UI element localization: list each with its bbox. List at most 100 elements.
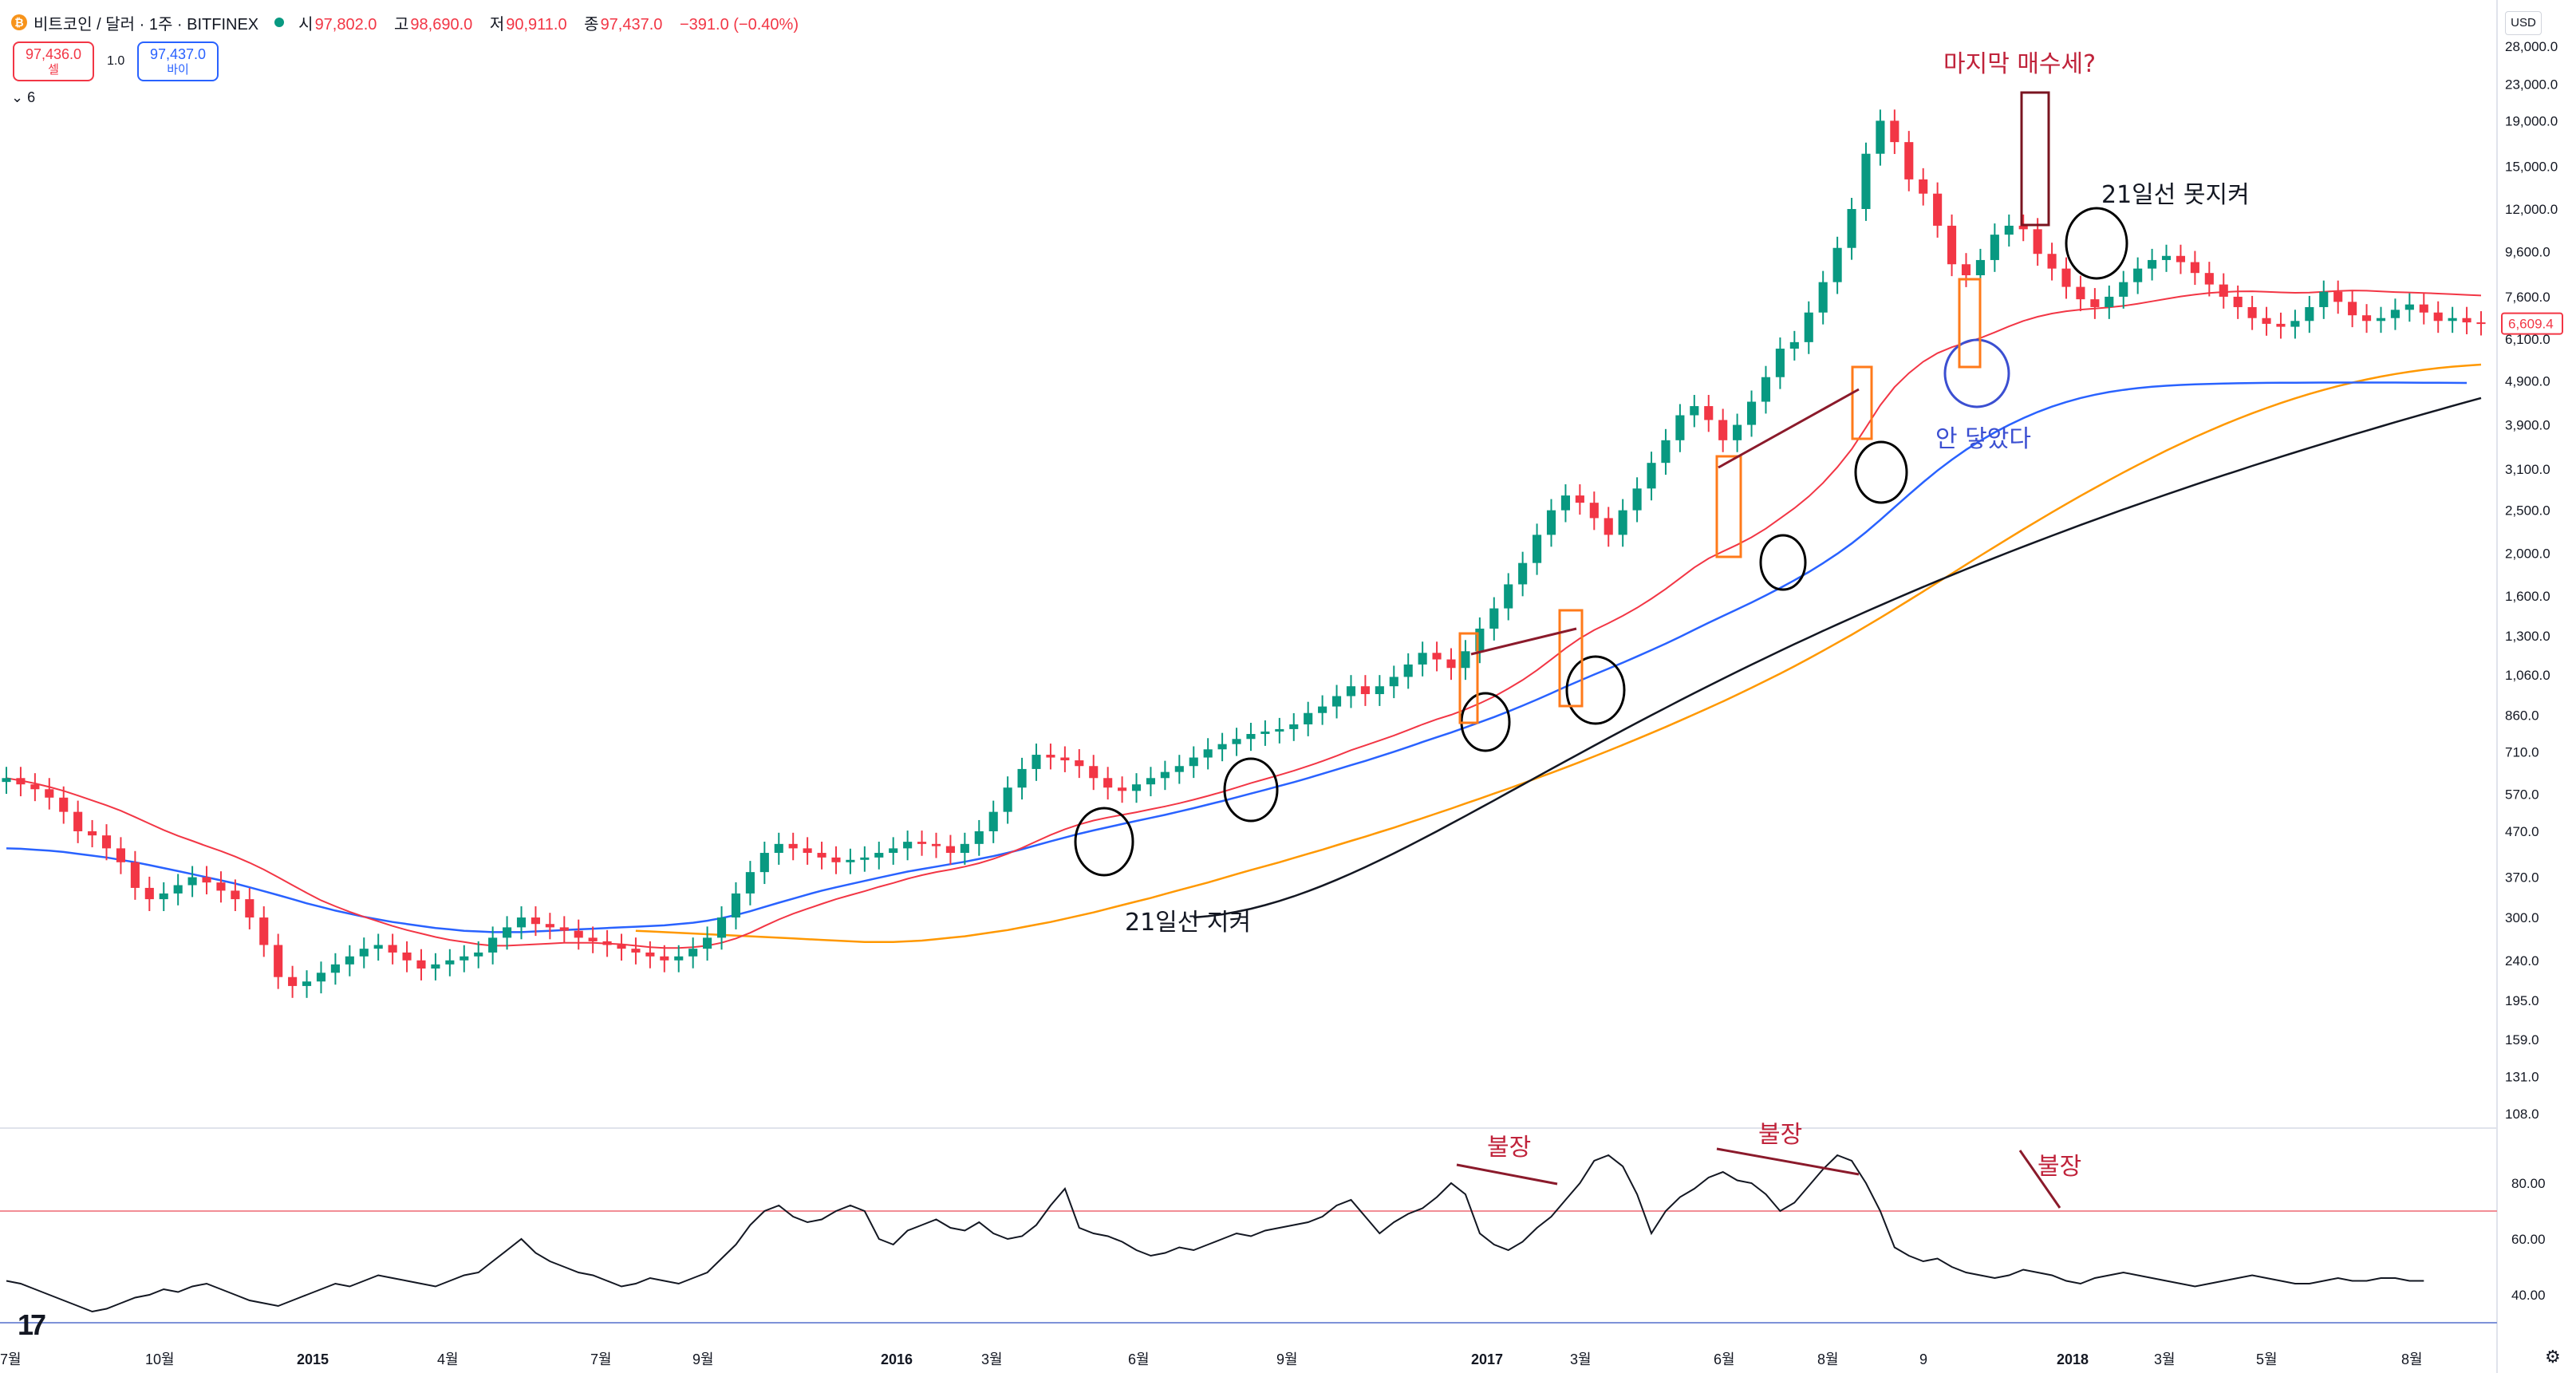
candle-body [774, 843, 783, 854]
bitcoin-icon: ₿ [11, 14, 27, 30]
candle-body [617, 945, 626, 949]
candle-body [2305, 306, 2314, 322]
x-tick-label: 2017 [1471, 1351, 1503, 1367]
sell-button[interactable]: 97,436.0 셀 [13, 41, 94, 81]
candle-body [1761, 377, 1771, 402]
x-tick-label: 7월 [0, 1351, 22, 1367]
candle-body [2190, 262, 2199, 274]
y-tick-label: 6,100.0 [2505, 332, 2550, 347]
candle-body [631, 949, 641, 953]
candle-body [1060, 757, 1070, 761]
candle-body [130, 862, 140, 888]
candle-body [1632, 488, 1642, 511]
candle-body [2090, 299, 2100, 307]
candle-body [231, 890, 240, 900]
y-tick-label: 15,000.0 [2505, 159, 2558, 174]
candle-body [1975, 259, 1985, 275]
candle-body [245, 899, 254, 918]
candle-body [1832, 247, 1842, 282]
candle-body [759, 853, 769, 873]
candle-body [1990, 235, 1999, 260]
candle-body [602, 941, 612, 945]
candle-body [960, 843, 969, 854]
candle-body [645, 952, 655, 957]
candle-body [1604, 518, 1613, 535]
candle-body [1661, 440, 1671, 464]
candle-body [1789, 341, 1799, 349]
candle-body [803, 848, 812, 854]
candle-body [1461, 651, 1470, 669]
candle-body [945, 846, 955, 854]
spread-value: 1.0 [107, 54, 125, 68]
buy-button[interactable]: 97,437.0 바이 [137, 41, 219, 81]
candle-body [903, 842, 913, 849]
candle-body [1504, 584, 1513, 609]
highlight-circle [2065, 207, 2128, 280]
annotation-not-touched: 안 닿았다 [1935, 425, 2031, 453]
candle-body [1647, 463, 1656, 489]
candle-body [745, 872, 755, 894]
candle-body [1146, 778, 1156, 785]
candle-body [2148, 259, 2157, 269]
market-status-icon [274, 18, 285, 27]
ohlc-values: 시 97,802.0 고 98,690.0 저 90,911.0 종 97,437.0 … [298, 15, 799, 34]
candle-body [1876, 120, 1885, 154]
candle-body [1217, 744, 1227, 750]
y-tick-label: 4,900.0 [2505, 374, 2550, 389]
candle-body [588, 937, 598, 941]
x-tick-label: 2018 [2057, 1351, 2089, 1367]
highlight-circle [1854, 440, 1908, 504]
y-tick-label: 12,000.0 [2505, 202, 2558, 217]
rsi-divergence-line [1716, 1147, 1860, 1176]
candle-body [1131, 784, 1142, 791]
candle-body [488, 937, 498, 953]
candle-body [788, 843, 798, 849]
candle-body [1575, 495, 1584, 503]
candle-body [1560, 495, 1570, 511]
gear-icon[interactable]: ⚙ [2545, 1347, 2561, 1367]
candle-body [2176, 255, 2186, 262]
indicator-toggle[interactable]: ⌄ 6 [11, 89, 35, 106]
candle-body [1804, 312, 1813, 342]
last-price-label: 6,609.4 [2508, 317, 2554, 332]
candle-body [2247, 306, 2257, 318]
candle-body [1032, 755, 1041, 769]
sell-price: 97,436.0 [25, 46, 82, 62]
candle-body [2047, 254, 2057, 269]
currency-button[interactable]: USD [2505, 11, 2542, 35]
candle-body [931, 843, 941, 846]
candle-body [2276, 323, 2286, 327]
x-tick-label: 3월 [981, 1351, 1003, 1367]
x-tick-label: 2015 [297, 1351, 329, 1367]
x-tick-label: 5월 [2256, 1351, 2278, 1367]
candle-body [431, 964, 440, 969]
y-tick-label: 710.0 [2505, 745, 2539, 760]
symbol-title[interactable]: 비트코인 / 달러 · 1주 · BITFINEX [34, 15, 259, 34]
candle-body [1203, 749, 1213, 758]
candle-body [2161, 255, 2172, 260]
candle-body [1304, 712, 1313, 724]
candle-body [545, 924, 554, 928]
candle-body [88, 831, 97, 836]
candle-body [831, 857, 841, 862]
highlight-circle [1759, 534, 1807, 591]
sell-label: 셀 [48, 63, 59, 77]
y-tick-label: 3,100.0 [2505, 462, 2550, 477]
y-tick-label: 2,000.0 [2505, 546, 2550, 561]
candle-body [2448, 318, 2457, 322]
candle-body [2204, 273, 2214, 285]
candle-body [1446, 659, 1456, 669]
candle-body [274, 945, 283, 977]
candle-body [460, 956, 469, 961]
y-tick-label: 240.0 [2505, 953, 2539, 969]
y-tick-label: 3,900.0 [2505, 418, 2550, 433]
y-tick-label: 28,000.0 [2505, 39, 2558, 54]
candle-body [116, 848, 126, 862]
buy-label: 바이 [167, 63, 189, 77]
peak-box [2020, 91, 2050, 227]
candle-body [1533, 535, 1542, 563]
candle-body [1346, 686, 1356, 696]
candle-body [416, 960, 426, 969]
